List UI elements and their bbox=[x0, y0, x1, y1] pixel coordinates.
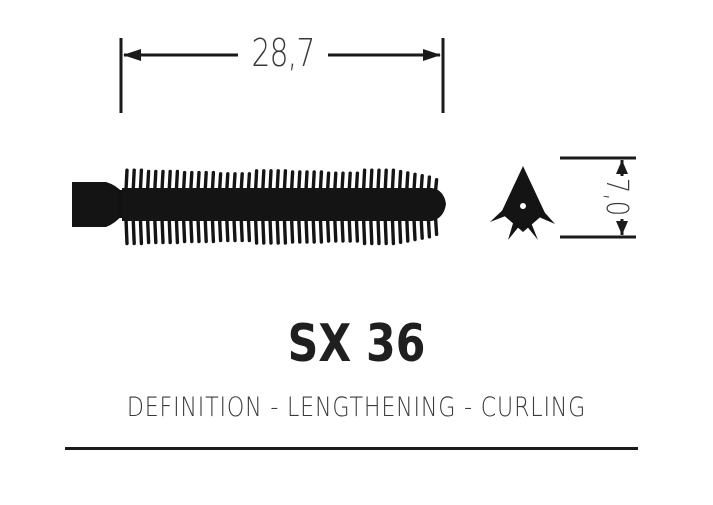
length-dimension bbox=[119, 38, 445, 113]
mascara-brush-side-icon bbox=[72, 168, 446, 246]
product-title: SX 36 bbox=[287, 314, 426, 374]
diameter-arrow-top bbox=[616, 160, 628, 174]
diameter-dimension-label: 7,0 bbox=[599, 177, 634, 217]
diameter-dimension bbox=[560, 156, 636, 239]
product-subtitle: DEFINITION - LENGTHENING - CURLING bbox=[126, 392, 587, 423]
divider bbox=[65, 447, 638, 450]
length-arrow-right bbox=[423, 49, 441, 61]
diameter-arrow-bottom bbox=[616, 221, 628, 235]
mascara-brush-end-icon bbox=[490, 166, 555, 240]
length-arrow-left bbox=[123, 49, 141, 61]
length-dimension-label: 28,7 bbox=[251, 31, 316, 75]
